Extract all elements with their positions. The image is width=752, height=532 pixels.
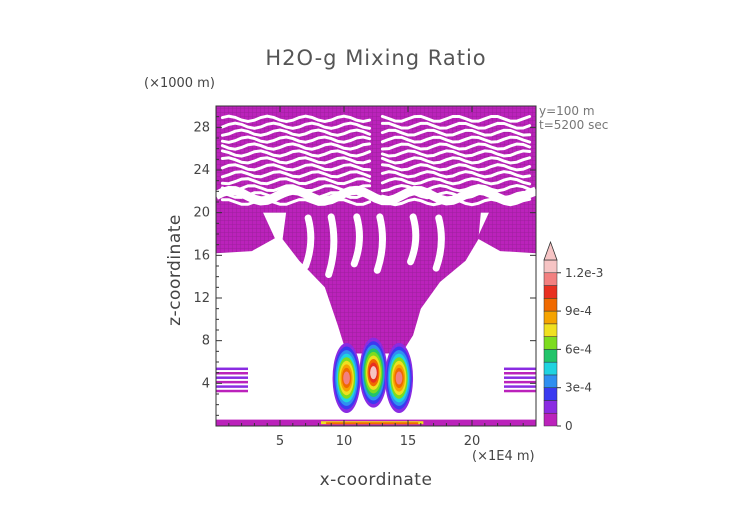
upper-gap-streak [380, 176, 532, 186]
colorbar-tick-label: 9e-4 [565, 304, 592, 318]
upper-gap-streak [220, 121, 372, 130]
core-plume-contour [395, 371, 403, 385]
y-tick-label: 4 [202, 376, 210, 391]
colorbar-tick-label: 6e-4 [565, 342, 592, 356]
x-tick-label: 20 [464, 434, 481, 449]
core-plume-contour [343, 371, 350, 385]
upper-gap-streak [220, 149, 372, 158]
colorbar-tick-label: 3e-4 [565, 381, 592, 395]
colorbar-segment [543, 259, 558, 274]
axes: 5 10 15 20 4 8 12 16 20 24 28 [193, 106, 536, 449]
colorbar-segment [543, 374, 558, 388]
plume-gap-finger [373, 213, 386, 274]
side-band-stripe [504, 380, 536, 384]
upper-gap-streak [220, 135, 372, 144]
chart-title: H2O-g Mixing Ratio [265, 46, 487, 70]
y-tick-label: 20 [193, 206, 210, 221]
upper-gap-streak [220, 114, 372, 124]
x-unit-label: (×1E4 m) [472, 449, 535, 464]
colorbar-segment [543, 310, 558, 325]
upper-gap-streak [220, 156, 372, 165]
colorbar-segment [543, 336, 558, 350]
upper-gap-streak [380, 156, 532, 165]
upper-gap-streak [220, 142, 372, 151]
side-band-stripe [216, 376, 248, 379]
colorbar-tick-label: 0 [565, 419, 573, 433]
right-side-band [504, 367, 536, 393]
x-tick-label: 15 [400, 434, 417, 449]
y-tick-label: 28 [193, 120, 210, 135]
upper-gap-streak [220, 198, 372, 206]
x-tick-label: 10 [336, 434, 353, 449]
y-tick-label: 8 [202, 334, 210, 349]
core-plume-2 [359, 337, 388, 408]
side-band-stripe [504, 372, 536, 375]
upper-gap-streak [380, 142, 532, 151]
mixing-ratio-field [216, 106, 536, 426]
colorbar-segment [543, 285, 558, 299]
upper-gap-streak [220, 177, 372, 186]
side-band-stripe [504, 376, 536, 379]
plume-gap-finger [302, 214, 315, 270]
core-plume-1 [332, 343, 361, 413]
gap-band [216, 185, 536, 206]
plume-gap-finger [325, 213, 338, 279]
upper-gap-streak [380, 149, 532, 158]
colorbar-segment [543, 272, 558, 286]
plume-gap-finger [407, 213, 420, 266]
upper-gap-streak [220, 128, 372, 137]
upper-gap-streak [380, 114, 532, 123]
side-band-stripe [216, 389, 248, 393]
side-band-stripe [504, 389, 536, 393]
upper-gap-streak [380, 128, 532, 137]
colorbar-segment [543, 387, 558, 401]
upper-gap-streak [380, 135, 532, 144]
colorbar-segment [543, 298, 558, 312]
annotation-time: t=5200 sec [539, 118, 609, 132]
plume-gap-finger [350, 213, 363, 268]
colorbar-segment [543, 349, 558, 363]
right-lobe-region [477, 210, 536, 254]
left-side-band [216, 367, 248, 393]
colorbar-segment [543, 323, 558, 337]
upper-gap-streak [380, 170, 532, 179]
plume-gap-finger [432, 214, 445, 272]
colorbar-extend-arrow [543, 240, 558, 261]
side-band-stripe [216, 380, 248, 384]
annotation-y-position: y=100 m [539, 104, 595, 118]
upper-gap-streak [380, 183, 532, 193]
y-tick-label: 12 [193, 291, 210, 306]
colorbar-segment [543, 400, 558, 414]
colorbar: 0 3e-4 6e-4 9e-4 1.2e-3 [543, 240, 603, 433]
core-plume-3 [385, 343, 414, 413]
y-tick-label: 16 [193, 248, 210, 263]
surface-layer-core [326, 422, 419, 425]
colorbar-segment [543, 361, 558, 376]
upper-gap-streak [220, 170, 372, 179]
upper-gap-streak [380, 163, 532, 172]
side-band-stripe [216, 367, 248, 371]
x-axis-label: x-coordinate [319, 470, 433, 490]
y-tick-label: 24 [193, 163, 210, 178]
x-tick-label: 5 [276, 434, 284, 449]
side-band-stripe [216, 385, 248, 388]
left-lobe-region [216, 210, 275, 254]
z-unit-label: (×1000 m) [144, 76, 215, 91]
upper-gap-streak [380, 121, 532, 130]
upper-gap-streak [220, 163, 372, 172]
colorbar-segment [543, 412, 558, 427]
side-band-stripe [216, 372, 248, 375]
side-band-stripe [504, 385, 536, 388]
core-plume-contour [370, 366, 377, 380]
colorbar-tick-label: 1.2e-3 [565, 266, 603, 280]
side-band-stripe [504, 367, 536, 371]
